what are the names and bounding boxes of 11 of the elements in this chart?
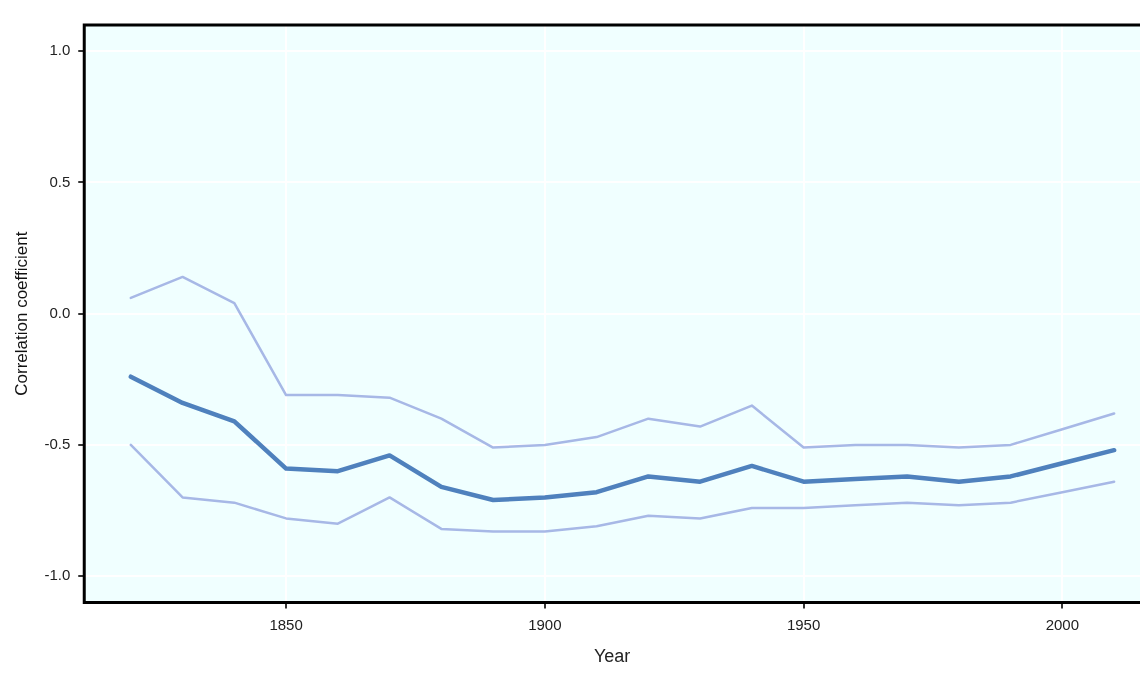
y-tick-label: 1.0	[49, 41, 71, 59]
y-tick-label: 0.0	[49, 303, 71, 321]
y-tick-label: -0.5	[44, 435, 71, 453]
x-axis-title: Year	[593, 646, 631, 667]
y-axis-title: Correlation coefficient	[11, 231, 31, 396]
x-tick-label: 1850	[269, 615, 303, 633]
y-tick-label: -1.0	[44, 566, 71, 584]
x-tick-label: 1900	[528, 615, 562, 633]
x-tick-label: 2000	[1045, 615, 1080, 633]
y-tick-label: 0.5	[49, 172, 71, 190]
x-tick-label: 1950	[786, 615, 821, 633]
